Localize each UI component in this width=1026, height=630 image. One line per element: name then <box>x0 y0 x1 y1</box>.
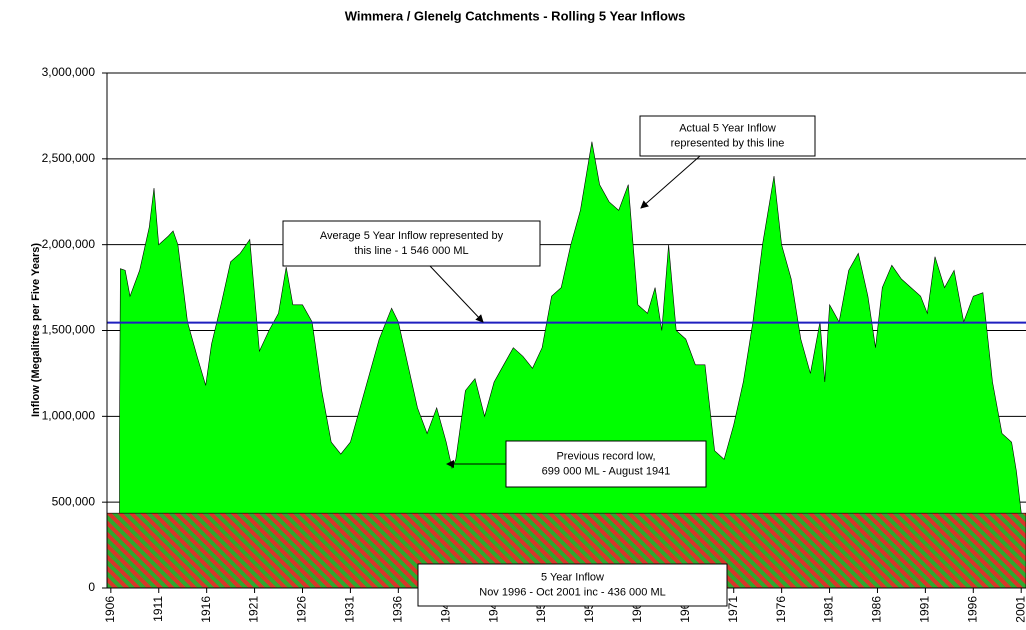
inflow-area <box>119 141 1022 589</box>
x-tick-label: 1936 <box>390 596 404 623</box>
x-tick-label: 1916 <box>199 596 213 623</box>
y-axis-title: Inflow (Megalitres per Five Years) <box>30 243 42 417</box>
x-tick-label: 2001 <box>1013 596 1026 623</box>
annotation-arrow <box>429 265 484 323</box>
x-tick-label: 1996 <box>965 596 979 623</box>
annotation-box <box>505 440 707 488</box>
annotation-text: Nov 1996 - Oct 2001 inc - 436 000 ML <box>479 586 666 598</box>
x-tick-label: 1931 <box>343 596 357 623</box>
annotation-text: Average 5 Year Inflow represented by <box>320 230 504 242</box>
annotation-box <box>417 563 728 607</box>
y-tick-label: 2,500,000 <box>42 151 96 165</box>
annotation-text: 5 Year Inflow <box>541 571 604 583</box>
x-tick-label: 1976 <box>774 596 788 623</box>
y-tick-label: 500,000 <box>52 494 96 508</box>
annotation-box <box>639 115 816 157</box>
annotation-text: Actual 5 Year Inflow <box>679 122 776 134</box>
x-tick-label: 1906 <box>103 596 117 623</box>
x-tick-label: 1971 <box>726 596 740 623</box>
x-tick-label: 1911 <box>151 596 165 622</box>
annotation-text: 699 000 ML - August 1941 <box>542 465 671 477</box>
x-tick-label: 1991 <box>918 596 932 623</box>
x-tick-label: 1926 <box>295 596 309 623</box>
y-tick-label: 2,000,000 <box>42 237 96 251</box>
chart-title: Wimmera / Glenelg Catchments - Rolling 5… <box>345 8 686 23</box>
y-tick-label: 0 <box>88 580 95 594</box>
y-tick-label: 1,000,000 <box>42 409 96 423</box>
x-tick-label: 1981 <box>822 596 836 623</box>
x-tick-label: 1921 <box>247 596 261 623</box>
y-tick-label: 1,500,000 <box>42 323 96 337</box>
x-tick-label: 1986 <box>870 596 884 623</box>
annotation-box <box>282 220 541 267</box>
annotation-text: Previous record low, <box>556 450 655 462</box>
annotation-text: this line - 1 546 000 ML <box>354 245 468 257</box>
annotation-arrow <box>640 155 701 209</box>
y-tick-label: 3,000,000 <box>42 65 96 79</box>
annotation-text: represented by this line <box>671 137 785 149</box>
